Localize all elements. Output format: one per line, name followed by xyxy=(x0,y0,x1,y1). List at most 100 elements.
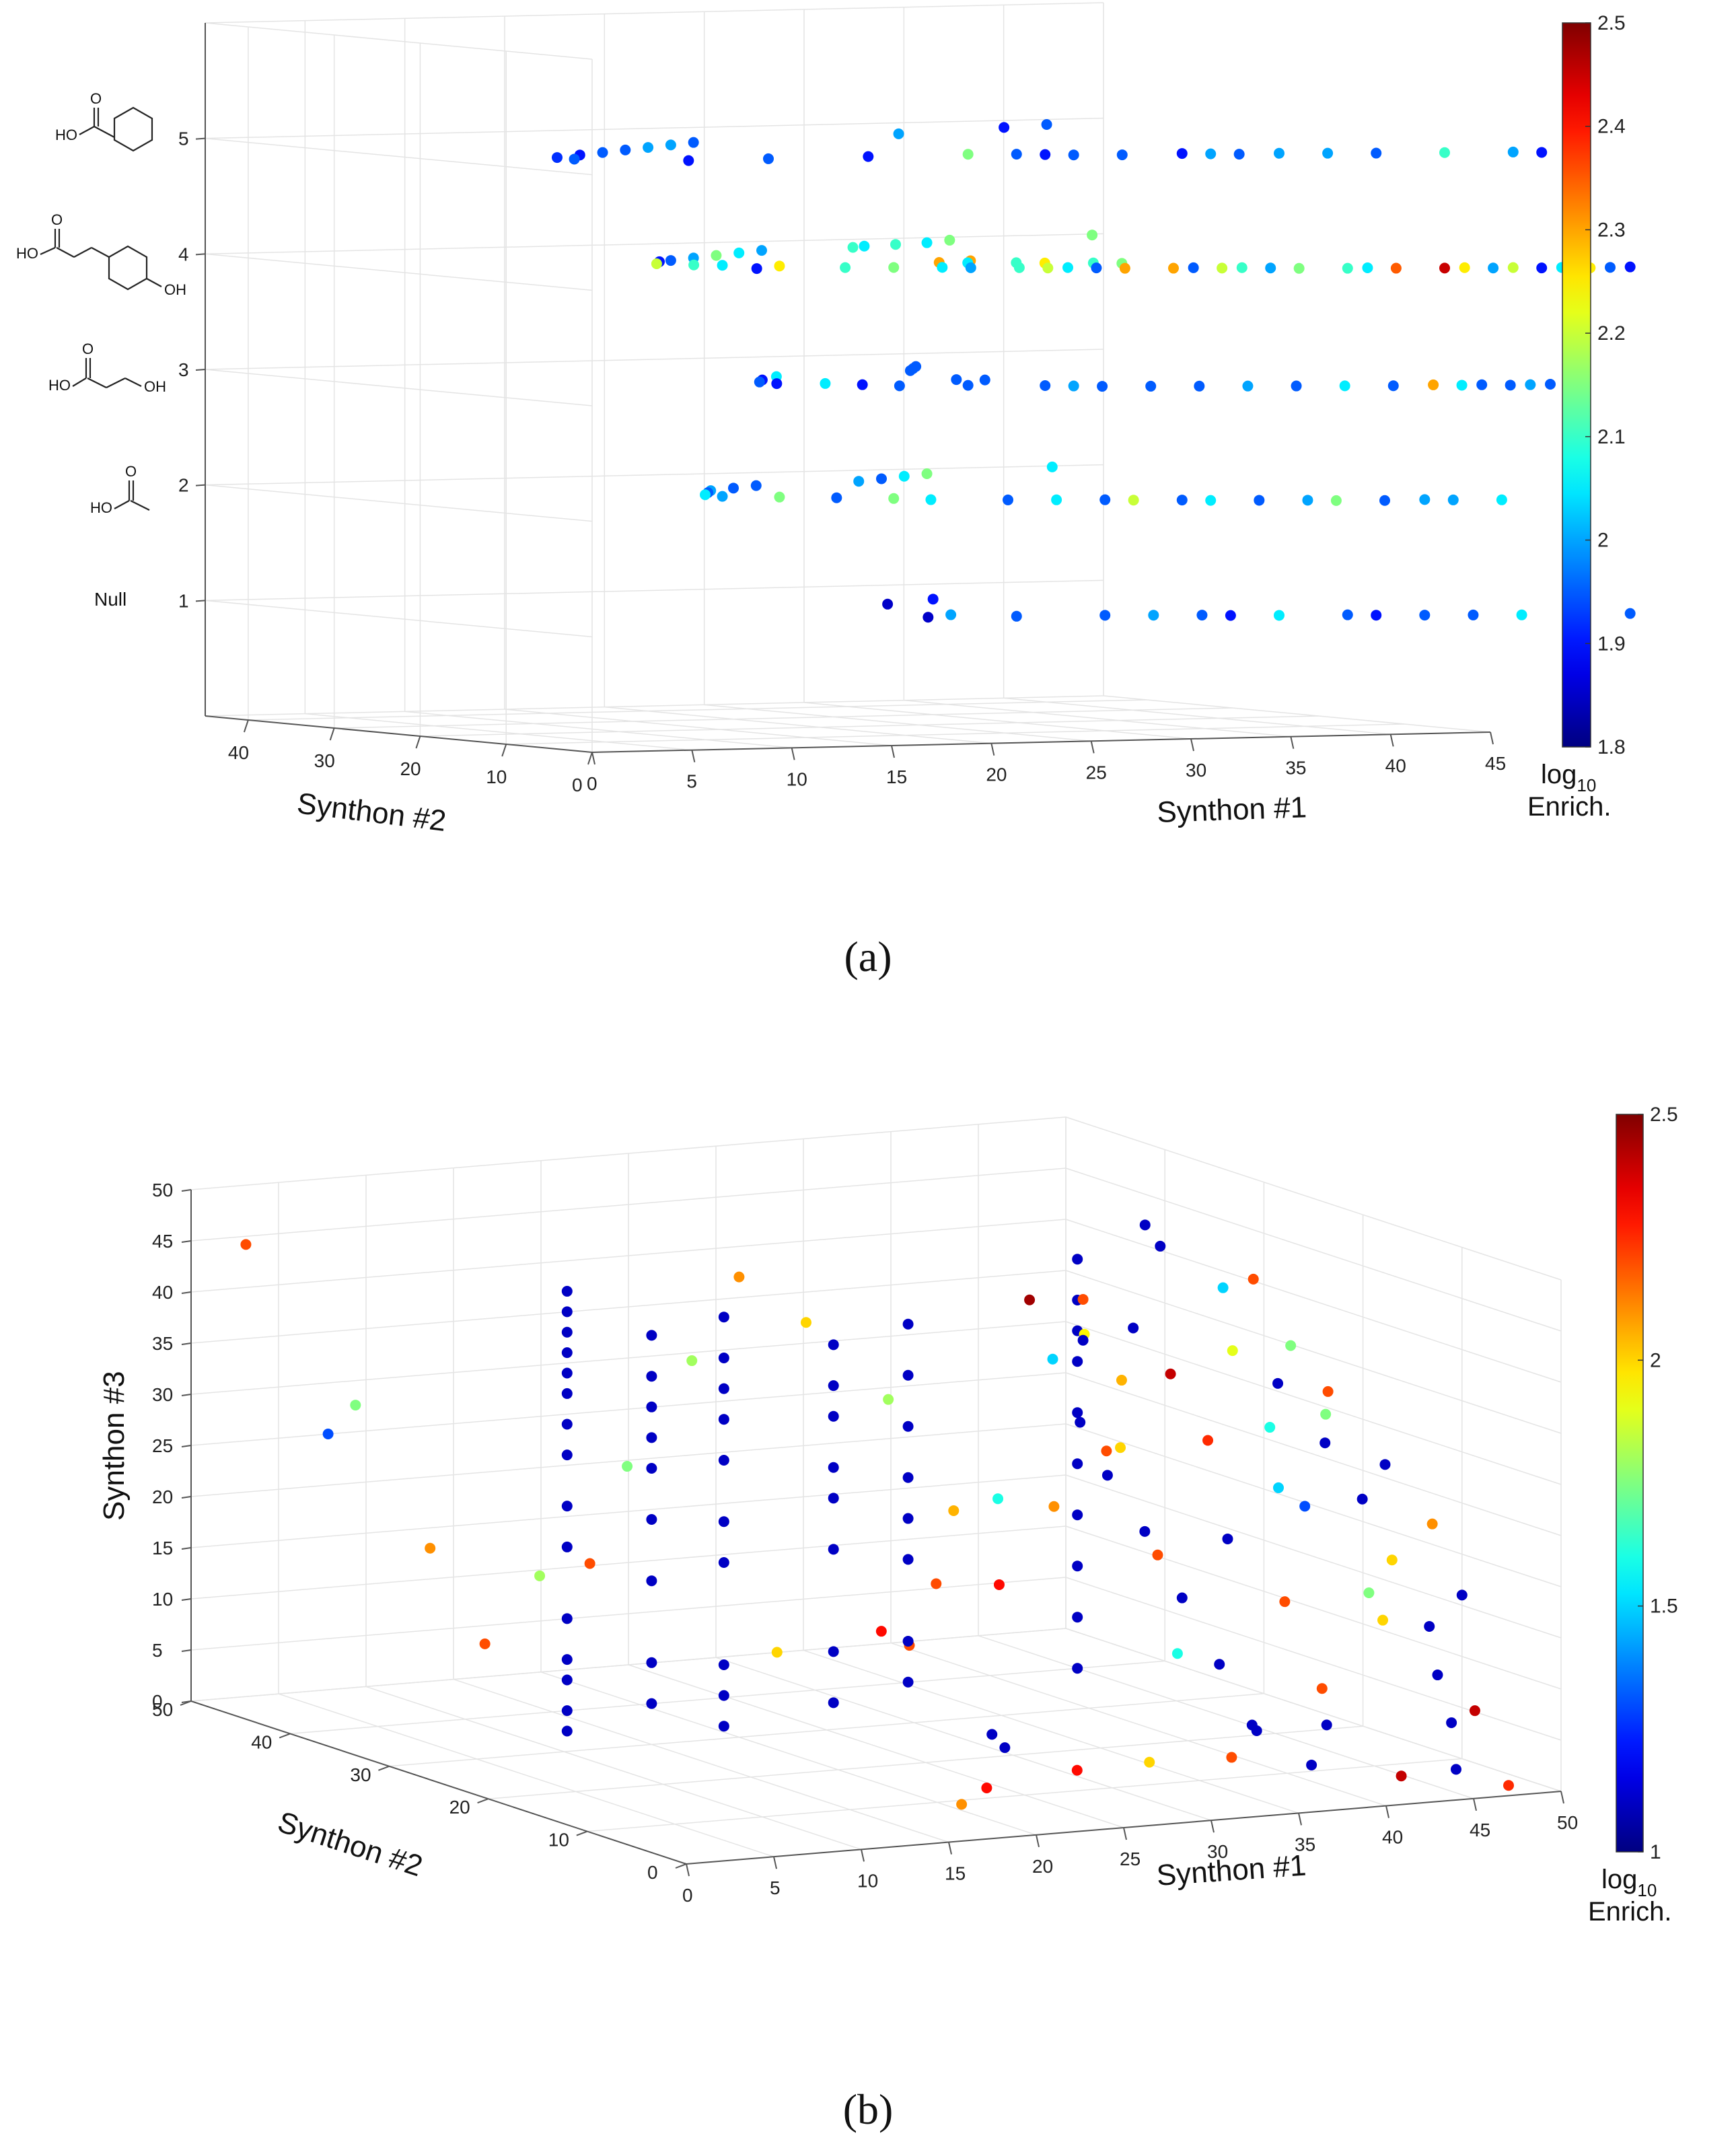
b-data-point xyxy=(801,1317,811,1328)
b-data-point xyxy=(561,1725,573,1737)
a-y-tick-mark xyxy=(501,744,507,757)
b-data-point xyxy=(733,1271,745,1283)
b-data-point xyxy=(718,1383,729,1394)
a-data-point xyxy=(1342,609,1353,620)
panel-label-b: (b) xyxy=(842,2085,894,2133)
a-data-point xyxy=(597,147,608,158)
b-data-point xyxy=(875,1626,887,1637)
a-x-tick-label: 35 xyxy=(1285,758,1306,779)
a-data-point xyxy=(1371,610,1382,621)
b-data-point xyxy=(1456,1589,1468,1601)
b-grid-line xyxy=(190,1270,1066,1344)
b-data-point xyxy=(1072,1254,1083,1265)
a-data-point xyxy=(962,149,974,160)
b-y-tick-label: 30 xyxy=(350,1764,371,1785)
a-data-point xyxy=(1387,380,1399,392)
a-colorbar-tick-label: 2.4 xyxy=(1597,116,1626,138)
a-data-point xyxy=(1476,379,1488,390)
a-x-tick-mark xyxy=(891,745,895,758)
b-data-point xyxy=(1072,1356,1083,1367)
a-data-point xyxy=(1371,147,1382,159)
a-data-point xyxy=(1507,146,1519,157)
b-x-tick-mark xyxy=(861,1849,865,1862)
b-x-tick-mark xyxy=(1123,1827,1127,1840)
a-structure-atom-label: OH xyxy=(164,281,186,298)
a-colorbar-tick-label: 2.1 xyxy=(1597,426,1626,448)
b-data-point xyxy=(561,1541,573,1552)
b-x-tick-label: 25 xyxy=(1120,1848,1141,1869)
b-data-point xyxy=(1285,1340,1297,1351)
b-data-point xyxy=(646,1698,657,1709)
b-data-point xyxy=(561,1306,573,1318)
b-data-point xyxy=(718,1659,729,1670)
panel-label-a: (a) xyxy=(844,933,892,980)
a-colorbar-tick-label: 2.3 xyxy=(1597,219,1626,241)
a-data-point xyxy=(1205,495,1217,506)
a-z-tick-mark xyxy=(195,484,206,487)
b-data-point xyxy=(1128,1322,1139,1334)
b-z-tick-label: 0 xyxy=(152,1691,163,1712)
b-data-point xyxy=(534,1570,546,1581)
a-null-label: Null xyxy=(94,589,126,610)
b-data-point xyxy=(902,1318,914,1330)
b-x-tick-label: 15 xyxy=(945,1863,966,1884)
a-data-point xyxy=(853,476,865,487)
a-grid-line xyxy=(205,2,1104,24)
b-data-point xyxy=(828,1339,839,1351)
b-data-point xyxy=(828,1410,839,1422)
a-data-point xyxy=(665,255,676,266)
a-data-point xyxy=(1011,610,1022,622)
a-data-point xyxy=(1242,380,1254,392)
b-data-point xyxy=(646,1463,657,1474)
b-z-tick-mark xyxy=(181,1547,192,1550)
a-data-point xyxy=(1116,149,1128,161)
b-data-point xyxy=(828,1493,839,1504)
b-data-point xyxy=(718,1721,729,1732)
b-data-point xyxy=(1273,1482,1284,1493)
b-data-point xyxy=(1176,1592,1188,1604)
b-x-tick-label: 10 xyxy=(857,1870,878,1891)
a-x-tick-label: 20 xyxy=(986,764,1007,785)
a-structure-2 xyxy=(114,500,130,509)
a-data-point xyxy=(1419,610,1431,621)
b-grid-line xyxy=(453,1678,949,1843)
a-y-tick-mark xyxy=(329,727,335,741)
a-data-point xyxy=(1488,262,1499,274)
a-z-tick-label: 3 xyxy=(178,359,189,380)
a-data-point xyxy=(643,142,654,153)
b-x-axis-label: Synthon #1 xyxy=(1155,1849,1307,1892)
a-data-point xyxy=(1516,609,1527,620)
b-data-point xyxy=(981,1783,992,1793)
a-colorbar xyxy=(1562,22,1591,748)
a-data-point xyxy=(1379,495,1390,506)
a-data-point xyxy=(1339,380,1350,392)
b-data-point xyxy=(1469,1705,1480,1717)
b-data-point xyxy=(479,1638,491,1649)
a-colorbar-label-line2: Enrich. xyxy=(1527,792,1612,822)
a-data-point xyxy=(763,153,774,164)
b-data-point xyxy=(561,1326,573,1338)
b-z-tick-mark xyxy=(181,1598,192,1601)
b-data-point xyxy=(1115,1442,1126,1453)
a-structure-atom-label: HO xyxy=(55,127,77,143)
a-x-tick-label: 10 xyxy=(787,768,807,789)
b-x-tick-label: 0 xyxy=(682,1885,693,1906)
b-data-point xyxy=(1075,1416,1086,1428)
b-z-tick-mark xyxy=(181,1496,192,1499)
b-data-point xyxy=(902,1554,914,1565)
b-data-point xyxy=(1048,1501,1060,1512)
b-grid-line xyxy=(190,1525,1066,1600)
a-data-point xyxy=(1624,608,1636,619)
b-grid-line xyxy=(1065,1168,1562,1332)
a-data-point xyxy=(951,374,962,386)
a-data-point xyxy=(1011,149,1022,160)
a-data-point xyxy=(1148,610,1159,621)
a-x-tick-label: 5 xyxy=(686,771,697,792)
b-data-point xyxy=(561,1654,573,1665)
b-grid-line xyxy=(190,1321,1066,1395)
b-data-point xyxy=(646,1514,657,1525)
a-data-point xyxy=(1176,148,1188,159)
a-x-tick-mark xyxy=(791,748,795,760)
a-structure-3 xyxy=(106,378,126,388)
a-data-point xyxy=(683,155,694,166)
